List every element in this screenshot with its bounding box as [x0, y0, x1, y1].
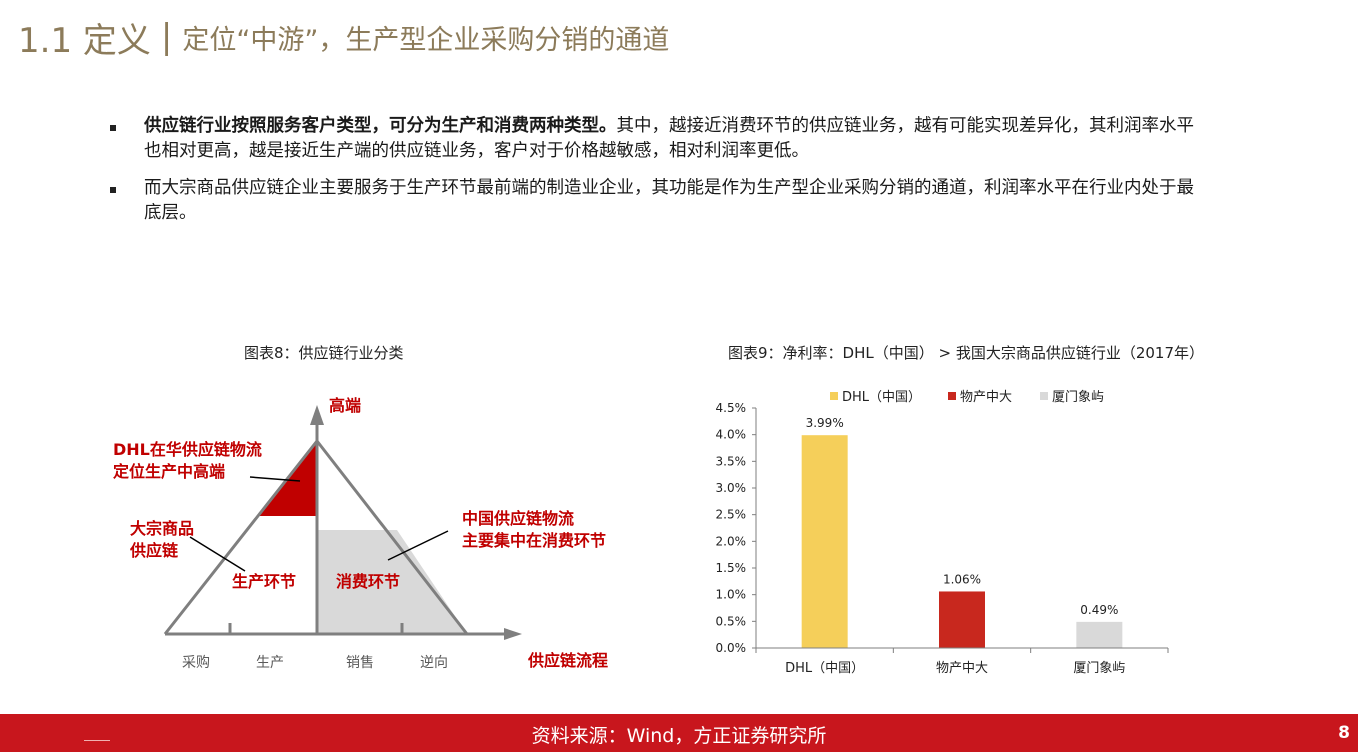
arrow-right-icon	[504, 628, 522, 640]
bullet-square-icon	[110, 187, 116, 193]
bullet-bold-text: 供应链行业按照服务客户类型，可分为生产和消费两种类型。	[144, 116, 617, 136]
figure8-caption: 图表8：供应链行业分类	[244, 344, 404, 362]
bulk-label: 供应链	[129, 541, 179, 560]
bullet-item: 供应链行业按照服务客户类型，可分为生产和消费两种类型。其中，越接近消费环节的供应…	[110, 114, 1200, 164]
bar	[801, 435, 848, 648]
y-tick-label: 4.5%	[716, 401, 747, 415]
y-tick-label: 2.0%	[716, 534, 747, 548]
y-tick-label: 0.5%	[716, 614, 747, 628]
footer-bar: 资料来源：Wind，方正证券研究所 8	[0, 714, 1358, 752]
title-text: 定位“中游”，生产型企业采购分销的通道	[182, 24, 670, 56]
dhl-label: DHL在华供应链物流	[113, 440, 262, 459]
x-tick-label: 厦门象屿	[1073, 661, 1125, 676]
y-tick-label: 4.0%	[716, 428, 747, 442]
stage-label: 采购	[182, 655, 210, 671]
y-tick-label: 2.5%	[716, 508, 747, 522]
figure9-caption: 图表9：净利率：DHL（中国） > 我国大宗商品供应链行业（2017年）	[728, 344, 1205, 362]
china-pointer-line	[387, 530, 449, 561]
y-axis: 0.0% 0.5% 1.0% 1.5% 2.0% 2.5% 3.0% 3.5% 4.0% 4.5%	[716, 401, 757, 655]
x-tick-label: DHL（中国）	[785, 661, 864, 676]
y-tick-label: 1.0%	[716, 588, 747, 602]
bar	[939, 591, 985, 648]
legend-swatch	[948, 392, 956, 400]
x-tick-label: 物产中大	[936, 661, 988, 676]
top-label: 高端	[329, 396, 361, 415]
page-title: 1.1 定义 | 定位“中游”，生产型企业采购分销的通道	[18, 14, 670, 61]
data-label: 1.06%	[943, 572, 981, 586]
source-text: 资料来源：Wind，方正证券研究所	[531, 725, 827, 747]
chart-legend: DHL（中国） 物产中大 厦门象屿	[830, 390, 1104, 405]
data-label: 3.99%	[806, 416, 844, 430]
data-label: 0.49%	[1080, 603, 1118, 617]
bullet-square-icon	[110, 125, 116, 131]
consumption-area	[317, 530, 467, 634]
y-tick-label: 3.5%	[716, 454, 747, 468]
bullet-list: 供应链行业按照服务客户类型，可分为生产和消费两种类型。其中，越接近消费环节的供应…	[110, 114, 1200, 238]
legend-label: 物产中大	[960, 390, 1012, 405]
axis-label: 供应链流程	[527, 651, 608, 670]
arrow-up-icon	[310, 405, 324, 425]
bullet-text: 而大宗商品供应链企业主要服务于生产环节最前端的制造业企业，其功能是作为生产型企业…	[144, 178, 1194, 223]
y-tick-label: 3.0%	[716, 481, 747, 495]
footer-mark	[84, 740, 110, 741]
section-number: 1.1 定义	[18, 20, 151, 61]
bar-group: 3.99% 1.06% 0.49%	[801, 416, 1123, 648]
y-tick-label: 0.0%	[716, 641, 747, 655]
consumption-label: 消费环节	[336, 572, 400, 591]
net-margin-chart: DHL（中国） 物产中大 厦门象屿 0.0%0.5%1.0%1.5%2.0%2.5%…	[716, 390, 1169, 676]
supply-chain-diagram: 高端 DHL在华供应链物流 定位生产中高端 大宗商品 供应链 中国供应链物流 主…	[112, 396, 608, 671]
stage-label: 逆向	[420, 655, 448, 671]
dhl-pointer-line	[249, 476, 301, 482]
bar	[1076, 621, 1123, 648]
production-label: 生产环节	[232, 572, 296, 591]
y-tick-label: 1.5%	[716, 561, 747, 575]
stage-label: 销售	[346, 655, 374, 671]
x-axis: DHL（中国） 物产中大 厦门象屿	[755, 647, 1169, 676]
stage-label: 生产	[256, 655, 284, 671]
bulk-pointer-line	[189, 536, 246, 572]
legend-swatch	[830, 392, 838, 400]
legend-label: 厦门象屿	[1052, 390, 1104, 405]
bullet-item: 而大宗商品供应链企业主要服务于生产环节最前端的制造业企业，其功能是作为生产型企业…	[110, 176, 1200, 226]
legend-swatch	[1040, 392, 1048, 400]
china-label: 中国供应链物流	[462, 509, 574, 528]
title-divider: |	[160, 17, 173, 57]
china-label: 主要集中在消费环节	[462, 531, 606, 550]
bulk-label: 大宗商品	[130, 519, 194, 538]
legend-label: DHL（中国）	[842, 390, 921, 405]
page-number: 8	[1338, 723, 1350, 743]
bullet-text: 其中，越接近消费环节的供应链业务，越有可能实现差异化，其利润率水平也相对更高，越…	[144, 116, 1194, 161]
dhl-label: 定位生产中高端	[112, 462, 225, 481]
